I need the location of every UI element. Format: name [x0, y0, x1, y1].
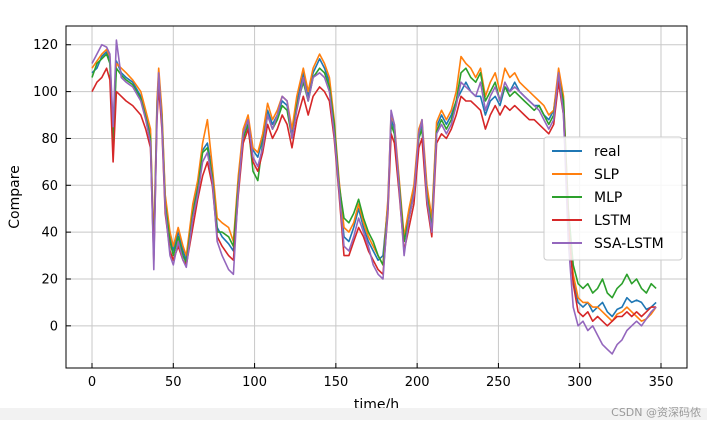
y-tick-label: 80 [41, 132, 58, 147]
y-tick-label: 20 [41, 272, 58, 287]
axis-ticks: 0 50 100 150 200 250 300 350 0 20 40 60 80 100 120 [33, 38, 673, 390]
x-tick-label: 100 [242, 375, 267, 390]
series-lines [91, 39, 657, 355]
series-line-slp [91, 48, 657, 323]
legend-box [543, 136, 683, 261]
bottom-band [0, 408, 707, 420]
x-tick-label: 200 [405, 375, 430, 390]
legend-label: SLP [594, 167, 619, 183]
y-tick-label: 0 [50, 319, 58, 334]
legend: real SLP MLP LSTM SSA-LSTM [543, 136, 683, 261]
x-tick-label: 50 [165, 375, 182, 390]
legend-label: LSTM [594, 213, 631, 229]
x-tick-label: 0 [88, 375, 96, 390]
x-tick-label: 250 [486, 375, 511, 390]
plot-frame [65, 25, 688, 369]
y-tick-label: 100 [33, 85, 58, 100]
y-tick-label: 120 [33, 38, 58, 53]
legend-label: SSA-LSTM [594, 236, 664, 252]
legend-label: real [594, 144, 621, 160]
watermark: CSDN @资深码侬 [611, 406, 701, 419]
y-tick-label: 40 [41, 226, 58, 241]
x-tick-label: 150 [323, 375, 348, 390]
y-tick-label: 60 [41, 179, 58, 194]
x-tick-label: 300 [567, 375, 592, 390]
series-line-ssa-lstm [91, 39, 657, 355]
legend-label: MLP [594, 190, 622, 206]
y-axis-label: Compare [7, 165, 23, 229]
x-tick-label: 350 [649, 375, 674, 390]
